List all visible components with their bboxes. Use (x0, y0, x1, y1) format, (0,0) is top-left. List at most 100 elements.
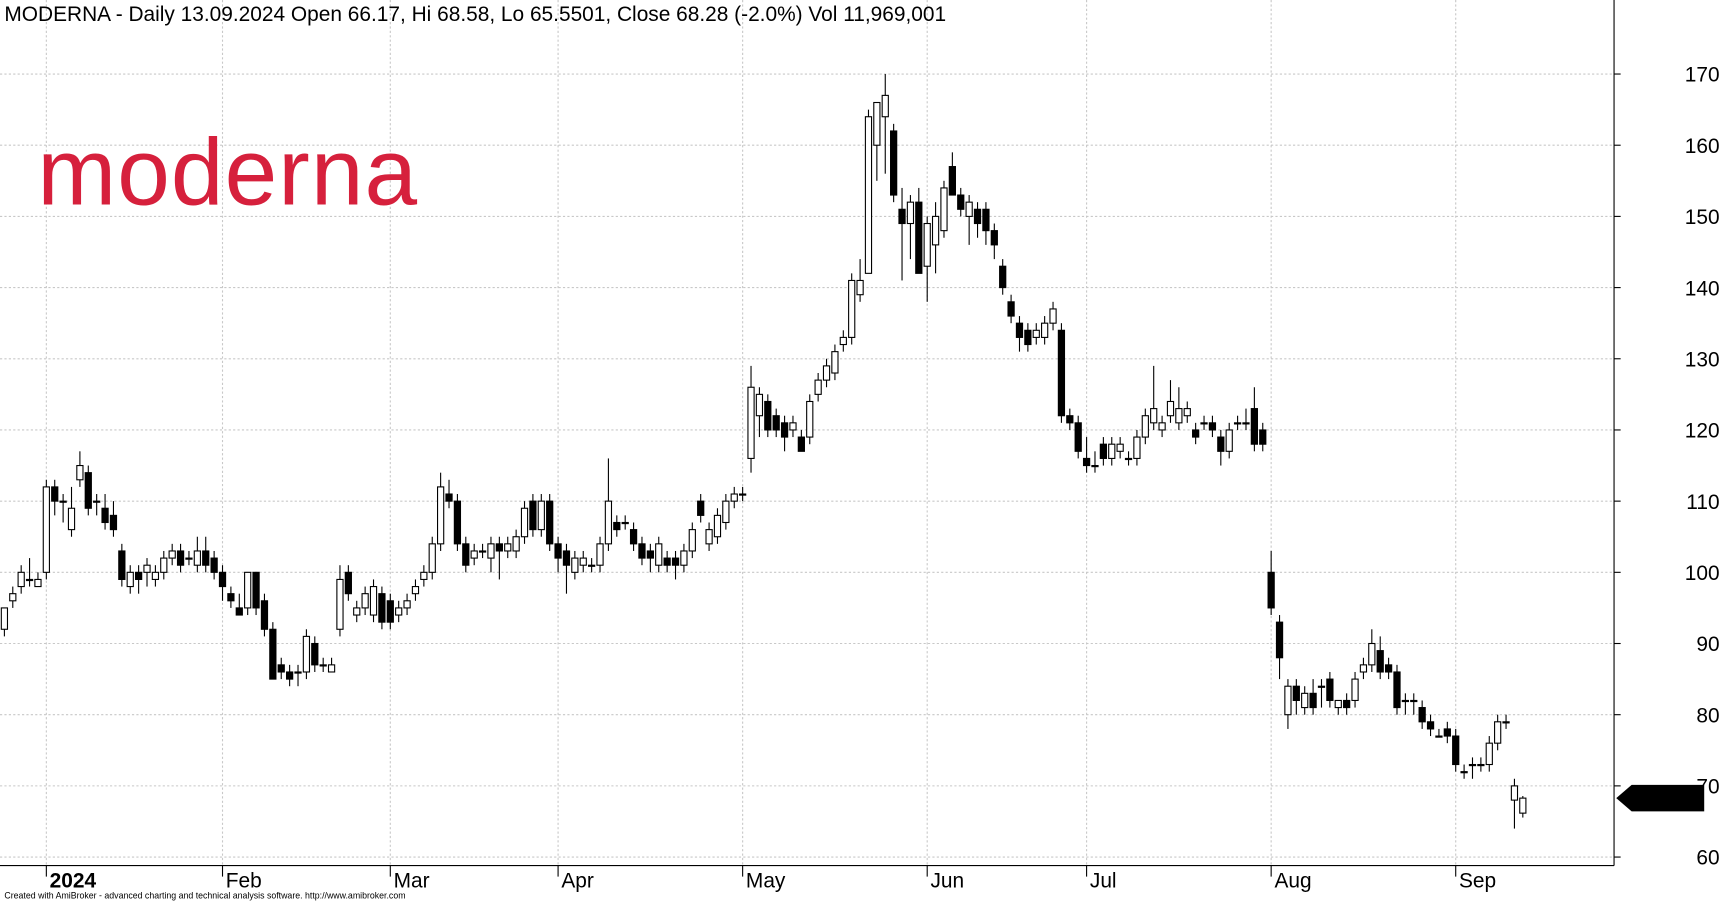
x-tick-label: May (746, 870, 786, 893)
candle-body (1343, 699, 1351, 709)
x-tick-label: Feb (226, 870, 262, 893)
candle-body (160, 557, 168, 573)
candle-body (252, 571, 260, 609)
y-tick-label: 90 (1696, 633, 1719, 656)
candle-body (1326, 678, 1334, 702)
x-tick-label: Jul (1090, 870, 1117, 893)
candle-body (302, 635, 311, 673)
candle-body (327, 664, 336, 673)
candle-body (1208, 422, 1217, 431)
candle-body (957, 194, 965, 210)
candle-body (311, 642, 319, 666)
candle-body (285, 671, 294, 680)
candle-body (839, 336, 847, 346)
candle-body (495, 543, 503, 552)
candle-body (797, 436, 805, 452)
candle-body (705, 529, 713, 545)
candle-body (353, 607, 361, 616)
candle-body (470, 550, 478, 559)
y-tick-label: 110 (1686, 491, 1719, 514)
candle-body (638, 543, 646, 559)
candle-body (890, 130, 898, 196)
candle-body (579, 557, 587, 566)
x-tick-label: Aug (1274, 870, 1311, 893)
candle-body (176, 550, 185, 566)
candle-body (655, 543, 663, 566)
candle-body (546, 500, 554, 545)
candle-body (151, 571, 160, 580)
candle-body (864, 116, 873, 274)
candle-body (478, 550, 487, 553)
candle-body (361, 593, 369, 609)
candle-body (1384, 664, 1393, 673)
candle-body (1368, 642, 1376, 666)
candle-body (260, 600, 269, 630)
candle-body (1494, 721, 1502, 744)
candle-body (965, 201, 973, 217)
last-price-label: 68.28 (1645, 788, 1697, 811)
y-tick-label: 140 (1685, 277, 1720, 300)
candle-body (437, 486, 445, 545)
x-tick-label: Jun (930, 870, 964, 893)
candle-body (1284, 685, 1292, 716)
candle-body (739, 493, 747, 496)
candle-body (294, 671, 302, 674)
y-tick-label: 150 (1685, 206, 1720, 229)
candle-body (1267, 571, 1275, 609)
candle-body (1225, 429, 1233, 452)
candle-body (1410, 699, 1418, 703)
candle-body (1175, 408, 1183, 424)
candle-body (1183, 408, 1191, 417)
candle-body (1401, 699, 1410, 703)
y-tick-label: 160 (1685, 135, 1720, 158)
candle-body (730, 493, 738, 502)
candle-body (42, 486, 50, 573)
candle-body (1015, 322, 1024, 338)
candle-body (1057, 329, 1066, 417)
candle-body (822, 365, 831, 381)
candle-body (235, 607, 243, 616)
candle-body (671, 557, 680, 566)
candle-body (680, 550, 688, 566)
candle-body (1150, 408, 1158, 424)
x-tick-label: Sep (1459, 870, 1496, 893)
candle-body (1166, 400, 1175, 417)
candle-body (1032, 329, 1040, 338)
candle-body (1141, 415, 1149, 438)
candle-body (84, 472, 92, 509)
candle-body (1066, 415, 1074, 424)
candle-body (1259, 429, 1267, 445)
candle-body (134, 571, 143, 580)
candle-body (1309, 692, 1317, 709)
candle-body (831, 351, 839, 374)
candle-body (982, 208, 990, 232)
candle-body (1452, 735, 1460, 766)
candle-body (940, 187, 948, 232)
candle-body (487, 543, 495, 559)
candle-body (613, 521, 621, 531)
candle-body (269, 628, 277, 680)
candle-body (604, 500, 613, 545)
candle-body (780, 422, 789, 438)
candle-body (67, 507, 76, 531)
y-tick-label: 170 (1685, 64, 1720, 87)
candle-body (848, 279, 856, 338)
candle-body (663, 557, 671, 566)
candle-body (764, 400, 772, 431)
candle-body (1116, 443, 1124, 452)
candle-body (1435, 735, 1443, 738)
candle-body (1242, 422, 1250, 425)
last-price-marker (1616, 784, 1705, 812)
candle-body (17, 571, 25, 588)
x-tick-label: 2024 (50, 870, 97, 893)
candle-body (906, 201, 915, 225)
candle-body (512, 536, 520, 552)
y-tick-label: 80 (1696, 704, 1719, 727)
candle-body (1091, 464, 1099, 468)
candle-body (772, 415, 780, 431)
candle-body (1443, 728, 1451, 737)
y-tick-label: 60 (1696, 847, 1719, 870)
candle-body (1519, 797, 1527, 814)
candle-body (1485, 742, 1493, 766)
